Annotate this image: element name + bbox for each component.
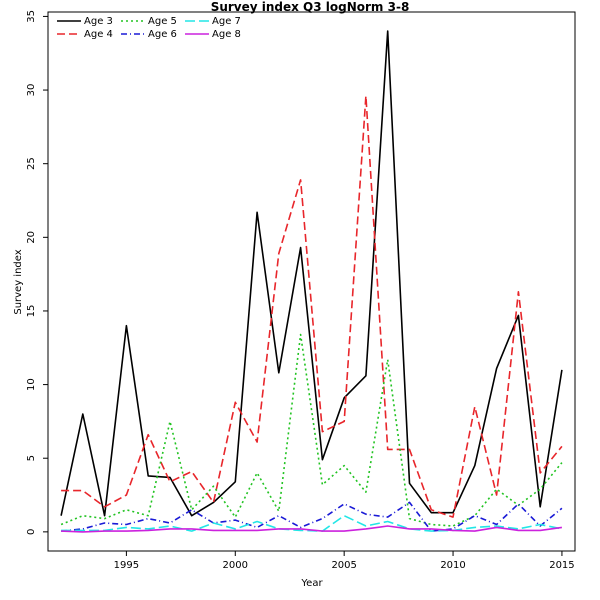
x-tick-label-1995: 1995 [114, 560, 139, 571]
series-line-2 [61, 95, 563, 518]
legend-label-4: Age 6 [148, 29, 177, 40]
x-tick-label-2015: 2015 [549, 560, 574, 571]
y-tick-label-0: 0 [26, 529, 37, 535]
y-axis: 0 5 10 15 20 25 30 35 [26, 10, 48, 535]
legend-label-1: Age 3 [84, 16, 113, 27]
legend-label-2: Age 4 [84, 29, 113, 40]
y-tick-label-30: 30 [26, 84, 37, 97]
plot-frame [47, 11, 576, 552]
x-tick-label-2000: 2000 [223, 560, 248, 571]
y-tick-label-15: 15 [26, 305, 37, 318]
legend-label-5: Age 7 [212, 16, 241, 27]
x-tick-label-2005: 2005 [331, 560, 356, 571]
y-tick-label-10: 10 [26, 378, 37, 391]
series-line-6 [61, 525, 563, 533]
series-layer [60, 30, 563, 533]
x-axis-title: Year [300, 578, 323, 589]
y-tick-label-5: 5 [26, 455, 37, 461]
y-tick-label-35: 35 [26, 10, 37, 23]
x-axis: 1995 2000 2005 2010 2015 [114, 551, 575, 571]
y-axis-title: Survey index [13, 249, 24, 314]
y-tick-label-20: 20 [26, 231, 37, 244]
legend-label-3: Age 5 [148, 16, 177, 27]
series-line-1 [60, 30, 563, 517]
series-line-3 [60, 333, 563, 527]
legend: Age 3 Age 4 Age 5 Age 6 Age 7 Age 8 [57, 16, 241, 40]
x-tick-label-2010: 2010 [440, 560, 465, 571]
y-tick-label-25: 25 [26, 157, 37, 170]
legend-label-6: Age 8 [212, 29, 241, 40]
chart-title: Survey index Q3 logNorm 3-8 [211, 0, 410, 14]
